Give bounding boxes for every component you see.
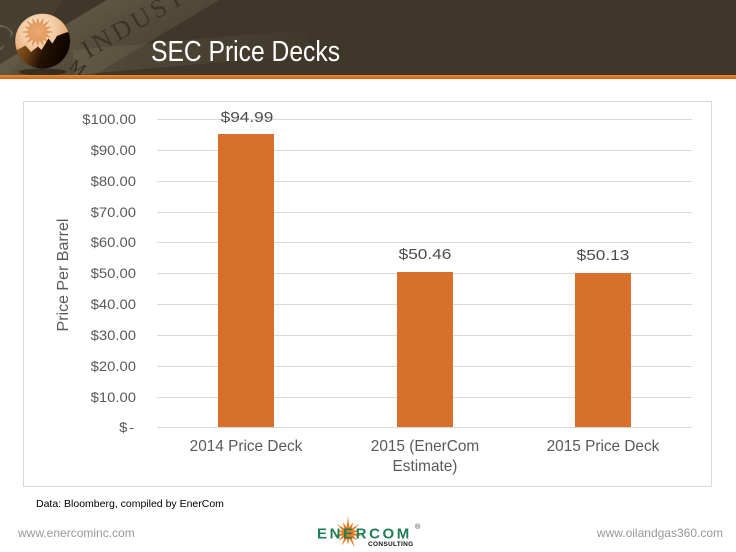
svg-text:ENERCOM: ENERCOM <box>317 526 412 543</box>
svg-text:®: ® <box>415 523 421 531</box>
svg-text:CONSULTING: CONSULTING <box>368 541 414 548</box>
